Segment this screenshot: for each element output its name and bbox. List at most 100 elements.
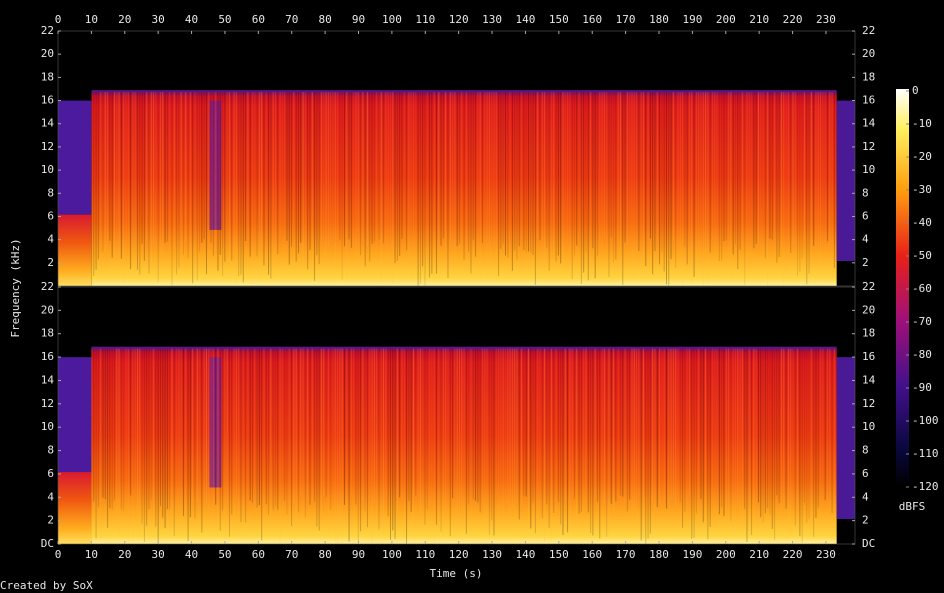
x-tick-label: 10 xyxy=(85,13,98,26)
x-tick-label: 30 xyxy=(152,13,165,26)
x-tick-label: 190 xyxy=(682,548,702,561)
x-tick-label: 80 xyxy=(318,548,331,561)
footer: Created by SoX xyxy=(0,579,93,592)
y-tick-label-right: 10 xyxy=(862,420,875,433)
x-tick-label: 130 xyxy=(482,548,502,561)
plot-frame xyxy=(57,286,856,545)
x-tick-label: 220 xyxy=(783,13,803,26)
x-tick-label: 170 xyxy=(616,13,636,26)
colorbar-tick-label: -60 xyxy=(912,282,932,295)
colorbar-tick-label: -110 xyxy=(912,447,939,460)
y-tick-label-right: 20 xyxy=(862,47,875,60)
y-tick-label: 4 xyxy=(47,233,54,246)
x-tick-label: 210 xyxy=(749,548,769,561)
plot-frame xyxy=(57,30,856,287)
y-tick-label-right: 16 xyxy=(862,350,875,363)
x-tick-label: 30 xyxy=(152,548,165,561)
y-tick-label: 16 xyxy=(41,94,54,107)
spectrum-gap xyxy=(209,357,222,488)
x-tick-label: 230 xyxy=(816,13,836,26)
x-tick-label: 70 xyxy=(285,548,298,561)
x-tick-label: 140 xyxy=(516,548,536,561)
spectrum-low-band xyxy=(58,472,92,544)
y-tick-label: 14 xyxy=(41,373,55,386)
y-tick-label: 8 xyxy=(47,444,54,457)
y-tick-label: 2 xyxy=(47,514,54,527)
spectrum-low-band xyxy=(58,214,92,286)
x-tick-label: 170 xyxy=(616,548,636,561)
y-tick-label-right: 6 xyxy=(862,467,869,480)
y-tick-label-right: 12 xyxy=(862,140,875,153)
y-tick-label-right: 22 xyxy=(862,24,875,37)
x-tick-label: 210 xyxy=(749,13,769,26)
y-tick-label-right: 18 xyxy=(862,70,875,83)
y-tick-label: 6 xyxy=(47,209,54,222)
colorbar-tick-label: -30 xyxy=(912,183,932,196)
colorbar-label: dBFS xyxy=(899,500,926,513)
spectrum-gap xyxy=(209,100,222,230)
x-tick-label: 120 xyxy=(449,13,469,26)
y-tick-label-right: 2 xyxy=(862,256,869,269)
spectrum-quiet-region xyxy=(58,357,92,473)
y-tick-label-right: 4 xyxy=(862,490,869,503)
x-tick-label: 0 xyxy=(55,13,62,26)
spectrum-quiet-region xyxy=(58,100,92,215)
x-tick-label: 160 xyxy=(582,13,602,26)
x-tick-label: 90 xyxy=(352,548,365,561)
y-tick-label: 10 xyxy=(41,163,54,176)
y-tick-label: 14 xyxy=(41,117,55,130)
x-tick-label: 100 xyxy=(382,13,402,26)
x-axis-label: Time (s) xyxy=(430,567,483,580)
y-tick-label: 20 xyxy=(41,303,54,316)
x-tick-label: 60 xyxy=(252,548,265,561)
y-tick-label: 6 xyxy=(47,467,54,480)
x-tick-label: 110 xyxy=(415,13,435,26)
y-tick-label-right: 14 xyxy=(862,373,876,386)
x-tick-label: 180 xyxy=(649,13,669,26)
y-tick-label-right: 22 xyxy=(862,280,875,293)
y-tick-label: 18 xyxy=(41,327,54,340)
x-tick-label: 110 xyxy=(415,548,435,561)
x-tick-label: 160 xyxy=(582,548,602,561)
colorbar-tick-label: -90 xyxy=(912,381,932,394)
y-tick-label-right: 2 xyxy=(862,514,869,527)
colorbar-tick-label: -10 xyxy=(912,117,932,130)
x-tick-label: 150 xyxy=(549,13,569,26)
colorbar-tick-label: -40 xyxy=(912,216,932,229)
y-tick-label: 12 xyxy=(41,140,54,153)
y-axis-label: Frequency (kHz) xyxy=(9,238,22,337)
y-tick-label-right: 10 xyxy=(862,163,875,176)
x-tick-label: 60 xyxy=(252,13,265,26)
y-tick-label: 22 xyxy=(41,280,54,293)
x-tick-label: 50 xyxy=(218,548,231,561)
y-tick-label: 18 xyxy=(41,70,54,83)
x-tick-label: 100 xyxy=(382,548,402,561)
x-tick-label: 70 xyxy=(285,13,298,26)
y-tick-label: 22 xyxy=(41,24,54,37)
y-tick-label-right: 8 xyxy=(862,186,869,199)
x-tick-label: 120 xyxy=(449,548,469,561)
x-tick-label: 20 xyxy=(118,548,131,561)
y-tick-label-right: DC xyxy=(862,537,875,550)
spectrum-tail xyxy=(836,100,855,262)
x-tick-label: 200 xyxy=(716,548,736,561)
y-tick-label: 10 xyxy=(41,420,54,433)
y-tick-label: 12 xyxy=(41,397,54,410)
x-tick-label: 90 xyxy=(352,13,365,26)
y-tick-label-right: 18 xyxy=(862,327,875,340)
x-tick-label: 230 xyxy=(816,548,836,561)
colorbar-tick-label: -70 xyxy=(912,315,932,328)
x-tick-label: 40 xyxy=(185,548,198,561)
colorbar-tick-label: -50 xyxy=(912,249,932,262)
y-tick-label: 20 xyxy=(41,47,54,60)
x-tick-label: 0 xyxy=(55,548,62,561)
colorbar-tick-label: 0 xyxy=(912,84,919,97)
x-tick-label: 50 xyxy=(218,13,231,26)
x-tick-label: 200 xyxy=(716,13,736,26)
x-tick-label: 220 xyxy=(783,548,803,561)
y-tick-label-right: 16 xyxy=(862,94,875,107)
y-tick-label: 8 xyxy=(47,186,54,199)
x-tick-label: 20 xyxy=(118,13,131,26)
colorbar-tick-label: -20 xyxy=(912,150,932,163)
y-tick-label: 2 xyxy=(47,256,54,269)
